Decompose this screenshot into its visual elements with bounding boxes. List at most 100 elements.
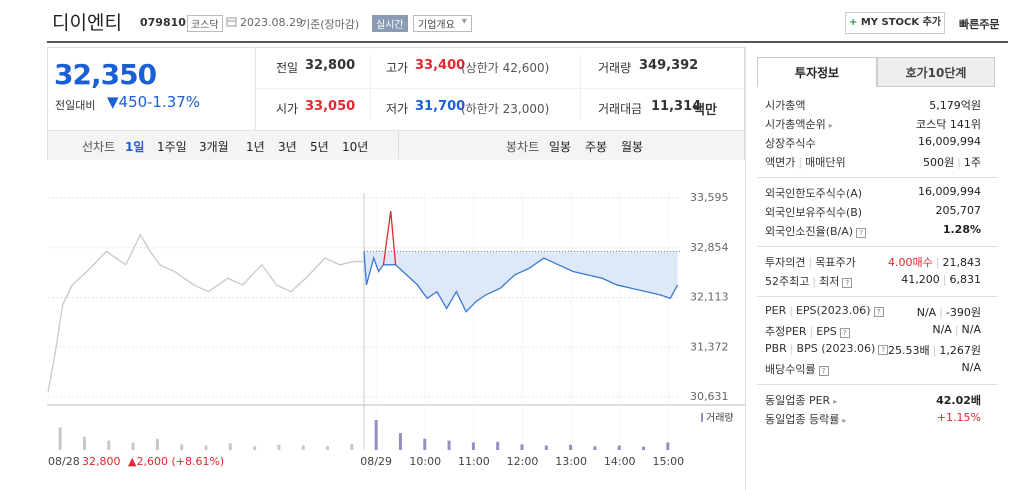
separator: |	[932, 344, 937, 357]
lower-limit: (하한가 23,000)	[461, 102, 550, 116]
volume-bar	[301, 445, 305, 450]
market-badge: 코스닥	[187, 15, 223, 32]
label-text: 시가총액	[765, 99, 806, 112]
info-row: 상장주식수 16,009,994	[757, 135, 993, 153]
period-tab[interactable]: 3개월	[199, 140, 229, 154]
prev-change-note: ▲2,600 (+8.61%)	[128, 455, 224, 468]
amount-value: 11,314	[651, 99, 702, 114]
change-amount: 450	[118, 93, 148, 111]
info-tab[interactable]: 투자정보	[757, 57, 877, 87]
y-tick-label: 31,372	[690, 340, 729, 353]
candle-tab[interactable]: 일봉	[549, 140, 572, 154]
period-tab[interactable]: 10년	[342, 140, 369, 154]
row-value: 5,179억원	[929, 97, 981, 113]
row-label: 액면가 | 매매단위	[765, 154, 846, 170]
info-row: 배당수익률? N/A	[757, 361, 993, 379]
plus-icon: +	[848, 17, 861, 28]
company-dropdown[interactable]: 기업개요 ▾	[413, 15, 472, 32]
value-text: 500원	[923, 156, 955, 169]
y-tick-label: 32,113	[690, 291, 729, 304]
tab-label: 선차트	[82, 140, 116, 154]
info-row: 투자의견 | 목표주가 4.00매수 | 21,843	[757, 254, 993, 272]
realtime-button[interactable]: 실시간	[372, 15, 408, 32]
label-text: 동일업종 PER	[765, 394, 831, 407]
period-tab[interactable]: 1일	[125, 140, 145, 154]
value-text: N/A	[916, 306, 937, 319]
section-divider	[757, 246, 997, 247]
label-text: 추정PER	[765, 325, 807, 338]
period-tab[interactable]: 1주일	[157, 140, 187, 154]
row-label: 상장주식수	[765, 135, 816, 151]
info-row: 추정PER | EPS? N/A | N/A	[757, 323, 993, 341]
volume-bar	[520, 444, 524, 450]
help-icon[interactable]: ?	[873, 307, 884, 317]
info-row: 시가총액순위 ▸ 코스닥 141위	[757, 116, 993, 134]
row-label: 추정PER | EPS?	[765, 323, 850, 339]
stock-name: 디이엔티	[52, 12, 122, 34]
row-label: 투자의견 | 목표주가	[765, 254, 856, 270]
divider	[256, 88, 745, 89]
label-text: 시가총액순위	[765, 118, 826, 131]
volume-bar	[277, 444, 281, 450]
mystock-button[interactable]: + MY STOCK 추가	[845, 12, 945, 34]
divider	[580, 55, 581, 120]
info-row: 시가총액 5,179억원	[757, 97, 993, 115]
volume-bar	[617, 445, 621, 450]
amount-label: 거래대금	[598, 102, 643, 116]
value-text: N/A	[961, 361, 981, 374]
dropdown-arrow: ▾	[461, 16, 467, 27]
section-divider	[757, 384, 997, 385]
label-text: PER	[765, 304, 787, 317]
row-label: 시가총액순위 ▸	[765, 116, 833, 132]
separator: |	[812, 275, 817, 288]
separator: |	[957, 156, 961, 169]
arrow-icon[interactable]: ▸	[833, 397, 838, 406]
info-row: PER | EPS(2023.06)? N/A | -390원	[757, 304, 993, 322]
amount-unit: 백만	[693, 103, 717, 118]
quick-order[interactable]: 빠른주문	[959, 18, 1000, 31]
price-line	[382, 211, 397, 265]
row-value: +1.15%	[937, 411, 981, 424]
separator: |	[954, 323, 959, 336]
price-line	[47, 233, 364, 393]
volume-bar	[642, 446, 646, 450]
label-text: 투자의견	[765, 256, 806, 269]
label-text: EPS(2023.06)	[795, 304, 871, 317]
date-basis: 기준(장마감)	[300, 18, 360, 31]
x-tick-label: 13:00	[555, 455, 587, 468]
volume-label: 거래량	[598, 61, 632, 75]
arrow-icon[interactable]: ▸	[842, 416, 847, 425]
volume-bar	[131, 442, 135, 450]
row-value: N/A	[962, 361, 981, 374]
divider	[370, 55, 371, 120]
label-text: 외국인보유주식수(B)	[765, 206, 863, 219]
period-tab[interactable]: 1년	[246, 140, 265, 154]
x-tick-label: 14:00	[604, 455, 636, 468]
y-tick-label: 30,631	[690, 390, 729, 403]
info-row: 외국인한도주식수(A) 16,009,994	[757, 185, 993, 203]
info-tab[interactable]: 호가10단계	[877, 57, 995, 87]
row-label: 배당수익률?	[765, 361, 829, 377]
help-icon[interactable]: ?	[856, 228, 867, 238]
volume-legend: 거래량	[706, 412, 734, 424]
period-tab[interactable]: 5년	[310, 140, 329, 154]
x-tick-label: 11:00	[458, 455, 490, 468]
period-tab[interactable]: 3년	[278, 140, 297, 154]
down-arrow: ▼	[107, 93, 119, 111]
x-tick-label: 10:00	[409, 455, 441, 468]
value-text: 42.02배	[936, 394, 981, 407]
info-row: PBR | BPS (2023.06)? 25.53배 | 1,267원	[757, 342, 993, 360]
volume-bar	[398, 433, 402, 450]
volume-bar	[82, 436, 86, 450]
candle-tab[interactable]: 주봉	[585, 140, 608, 154]
prev-close-note: 32,800	[82, 455, 121, 468]
candle-tab[interactable]: 월봉	[621, 140, 644, 154]
volume-bar	[447, 440, 451, 450]
arrow-icon[interactable]: ▸	[828, 121, 833, 130]
help-icon[interactable]: ?	[878, 345, 889, 355]
info-row: 52주최고 | 최저? 41,200 | 6,831	[757, 273, 993, 291]
help-icon[interactable]: ?	[842, 278, 853, 288]
help-icon[interactable]: ?	[839, 328, 850, 338]
x-tick-label: 15:00	[652, 455, 684, 468]
help-icon[interactable]: ?	[818, 366, 829, 376]
